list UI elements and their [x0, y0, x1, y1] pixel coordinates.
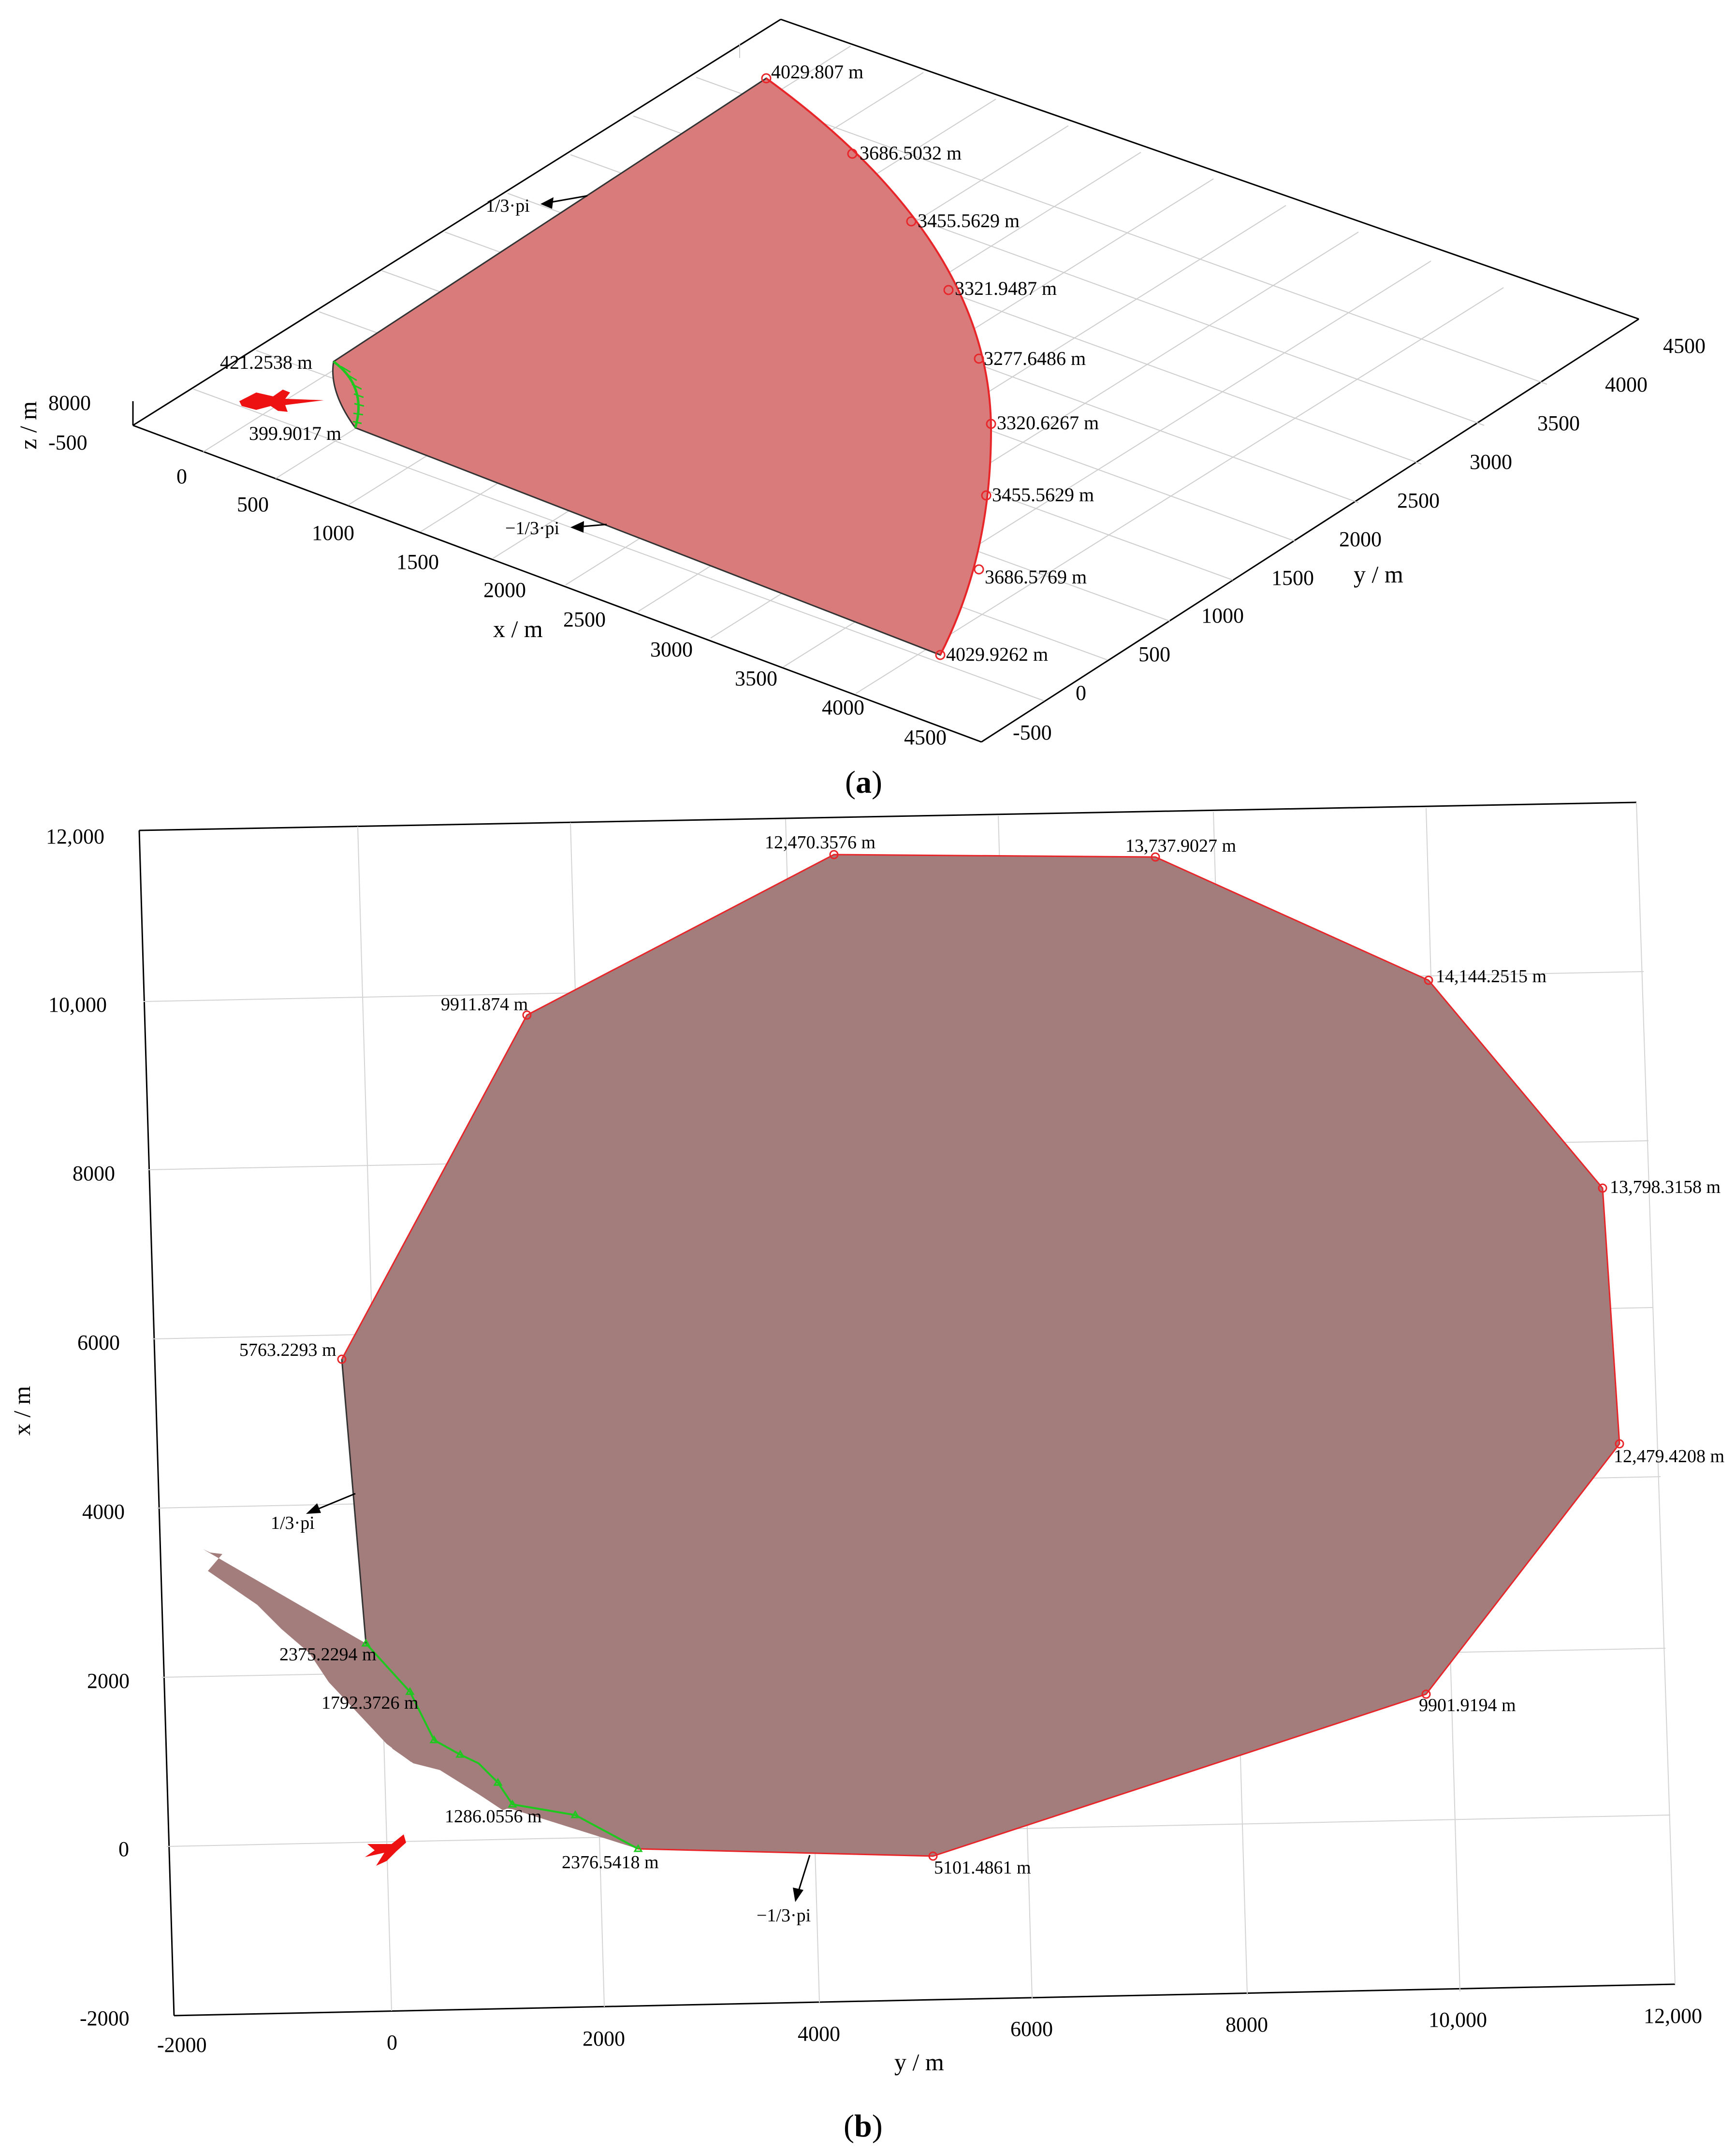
panel-b-angle-label-lower: −1/3·pi: [757, 1905, 811, 1926]
panel-a-x-tick: 2500: [563, 608, 606, 631]
panel-b-x-tick: 12,000: [46, 825, 104, 848]
panel-b-y-tick: 4000: [798, 2022, 840, 2046]
panel-b-outer-boundary: [341, 854, 1620, 1857]
panel-b: 12,470.3576 m 13,737.9027 m 14,144.2515 …: [8, 801, 1724, 2144]
panel-a-z-tick: -500: [48, 431, 88, 454]
panel-a-outer-label-3: 3455.5629 m: [918, 210, 1020, 232]
panel-a-y-ticks: -500 0 500 1000 1500 2000 2500 3000 3500…: [1013, 334, 1706, 744]
panel-a-x-tick: 1500: [396, 550, 439, 574]
panel-b-frame: [138, 801, 1676, 2017]
panel-b-y-tick: -2000: [157, 2033, 207, 2057]
panel-b-y-tick: 2000: [583, 2027, 625, 2050]
panel-a-outer-label-2: 3686.5032 m: [860, 142, 962, 164]
panel-b-outer-label-2: 13,737.9027 m: [1125, 836, 1236, 856]
panel-b-x-tick: 0: [118, 1837, 129, 1861]
panel-a-inner-label-1: 421.2538 m: [220, 351, 312, 373]
panel-b-y-tick: 6000: [1010, 2017, 1053, 2041]
panel-a-x-axis-label: x / m: [493, 615, 543, 642]
panel-b-angle-arrow-upper: 1/3·pi: [271, 1493, 356, 1533]
panel-a-outer-label-7: 3455.5629 m: [992, 484, 1094, 506]
panel-a-y-tick: 500: [1138, 642, 1170, 666]
panel-a-outer-label-4: 3321.9487 m: [955, 277, 1057, 299]
panel-a-y-axis-label: y / m: [1354, 561, 1403, 588]
panel-a-y-tick: 4500: [1663, 334, 1706, 358]
panel-b-inner-label-1: 2375.2294 m: [279, 1644, 377, 1665]
panel-b-x-tick: 4000: [82, 1500, 125, 1524]
panel-b-outer-label-4: 13,798.3158 m: [1610, 1177, 1721, 1197]
panel-a-x-tick: 3000: [650, 638, 693, 661]
panel-a-box: [132, 18, 1639, 743]
panel-b-caption: (b): [844, 2108, 883, 2144]
panel-a-inner-label-2: 399.9017 m: [249, 422, 341, 444]
panel-a-y-tick: 3500: [1537, 411, 1580, 435]
panel-a-outer-label-6: 3320.6267 m: [997, 412, 1099, 434]
panel-b-outer-label-1: 12,470.3576 m: [765, 832, 875, 853]
panel-a-angle-label-upper: 1/3·pi: [486, 196, 530, 216]
panel-b-x-tick: 10,000: [48, 993, 107, 1017]
panel-a-z-axis-label: z / m: [15, 401, 42, 450]
panel-b-angle-label-upper: 1/3·pi: [271, 1513, 315, 1533]
panel-b-x-axis-label: x / m: [8, 1386, 35, 1436]
panel-b-inner-label-3: 1286.0556 m: [445, 1806, 542, 1827]
panel-b-x-tick: 6000: [77, 1331, 120, 1354]
panel-a-aircraft-icon: [239, 390, 324, 412]
panel-a-outer-label-9: 4029.9262 m: [946, 643, 1048, 665]
panel-b-outer-markers: [337, 850, 1624, 1861]
panel-b-y-tick: 0: [387, 2031, 397, 2054]
panel-b-vertical-ticks: 12,000 10,000 8000 6000 4000 2000 0 -200…: [46, 825, 130, 2030]
panel-b-x-tick: -2000: [80, 2006, 130, 2030]
panel-a-y-tick: 2000: [1339, 527, 1382, 551]
panel-b-y-axis-label: y / m: [894, 2048, 944, 2076]
panel-b-aircraft-icon: [365, 1834, 406, 1866]
panel-a-x-tick: 500: [237, 493, 269, 516]
panel-a-angle-arrow-upper: 1/3·pi: [486, 195, 588, 216]
panel-a-y-tick: 4000: [1605, 373, 1648, 396]
panel-a-y-tick: 2500: [1397, 489, 1440, 512]
panel-a: 4029.807 m 3686.5032 m 3455.5629 m 3321.…: [15, 18, 1706, 800]
panel-a-inner-boundary: [333, 360, 360, 428]
panel-b-y-tick: 8000: [1225, 2013, 1268, 2036]
panel-a-outer-markers: [761, 73, 996, 660]
panel-b-feasible-region-fill: [337, 855, 1619, 1856]
panel-b-outer-label-6: 9901.9194 m: [1419, 1695, 1516, 1715]
panel-b-inner-boundary: [365, 1642, 639, 1850]
panel-b-outer-label-3: 14,144.2515 m: [1436, 966, 1546, 987]
panel-b-outer-label-8: 9911.874 m: [441, 994, 528, 1015]
panel-b-y-tick: 10,000: [1429, 2008, 1487, 2032]
panel-b-inner-markers: [361, 1639, 643, 1852]
panel-a-x-ticks: 0 500 1000 1500 2000 2500 3000 3500 4000…: [176, 465, 947, 749]
panel-a-x-tick: 4000: [822, 696, 864, 719]
panel-a-outer-boundary: [765, 77, 992, 655]
panel-b-left-edge: [341, 1359, 367, 1644]
panel-a-angle-arrow-lower: −1/3·pi: [505, 518, 607, 538]
panel-b-x-tick: 8000: [73, 1162, 115, 1185]
panel-a-outer-label-1: 4029.807 m: [771, 61, 863, 83]
panel-b-inner-label-4: 2376.5418 m: [562, 1852, 659, 1873]
panel-a-z-tick: 8000: [48, 391, 91, 415]
panel-a-y-tick: 1000: [1201, 604, 1244, 627]
panel-b-y-tick: 12,000: [1644, 2004, 1702, 2028]
panel-a-outer-label-5: 3277.6486 m: [984, 348, 1086, 369]
panel-a-y-tick: -500: [1013, 721, 1052, 744]
panel-b-angle-arrow-lower: −1/3·pi: [757, 1855, 811, 1926]
panel-a-x-tick: 0: [176, 465, 187, 488]
panel-a-inner-ticks: [340, 365, 365, 424]
panel-a-x-tick: 4500: [904, 726, 947, 749]
panel-a-x-tick: 3500: [735, 667, 777, 690]
panel-b-x-tick: 2000: [87, 1669, 130, 1693]
panel-a-caption: (a): [845, 765, 882, 800]
panel-a-outer-label-8: 3686.5769 m: [985, 566, 1087, 588]
panel-a-x-tick: 1000: [312, 521, 354, 545]
panel-b-inner-label-2: 1792.3726 m: [321, 1693, 419, 1713]
panel-a-y-tick: 0: [1076, 681, 1086, 705]
panel-a-angle-label-lower: −1/3·pi: [505, 518, 559, 538]
panel-b-horizontal-ticks: -2000 0 2000 4000 6000 8000 10,000 12,00…: [157, 2004, 1702, 2057]
panel-b-outer-label-9: 5763.2293 m: [239, 1340, 336, 1360]
panel-a-y-tick: 1500: [1271, 566, 1314, 590]
panel-a-x-tick: 2000: [483, 578, 526, 602]
panel-b-outer-label-5: 12,479.4208 m: [1614, 1446, 1724, 1467]
panel-b-outer-label-7: 5101.4861 m: [934, 1858, 1031, 1878]
panel-a-y-tick: 3000: [1470, 450, 1512, 474]
